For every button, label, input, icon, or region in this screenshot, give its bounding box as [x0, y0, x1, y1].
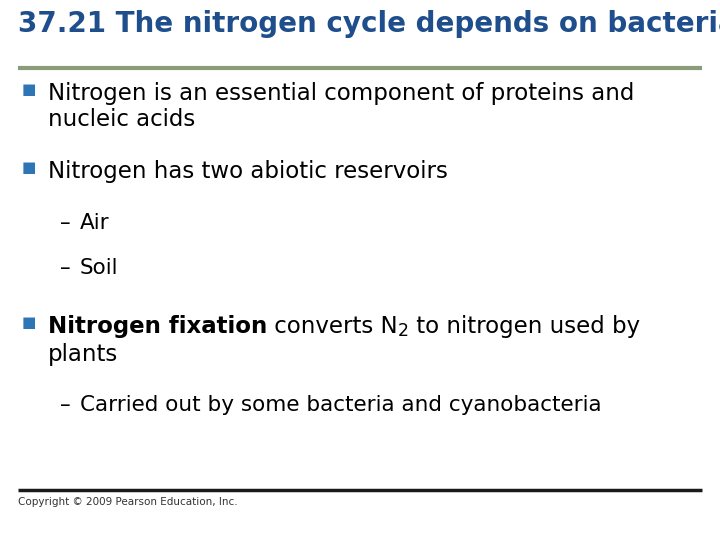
Text: to nitrogen used by: to nitrogen used by: [409, 315, 640, 338]
Text: Soil: Soil: [80, 258, 119, 278]
Text: Nitrogen is an essential component of proteins and: Nitrogen is an essential component of pr…: [48, 82, 634, 105]
Text: ■: ■: [22, 315, 37, 330]
Text: Copyright © 2009 Pearson Education, Inc.: Copyright © 2009 Pearson Education, Inc.: [18, 497, 238, 507]
Text: –: –: [60, 258, 71, 278]
Text: 2: 2: [398, 322, 409, 340]
Text: plants: plants: [48, 343, 118, 366]
Text: nucleic acids: nucleic acids: [48, 108, 195, 131]
Text: Carried out by some bacteria and cyanobacteria: Carried out by some bacteria and cyanoba…: [80, 395, 602, 415]
Text: Nitrogen has two abiotic reservoirs: Nitrogen has two abiotic reservoirs: [48, 160, 448, 183]
Text: –: –: [60, 213, 71, 233]
Text: Nitrogen fixation: Nitrogen fixation: [48, 315, 267, 338]
Text: ■: ■: [22, 82, 37, 97]
Text: ■: ■: [22, 160, 37, 175]
Text: –: –: [60, 395, 71, 415]
Text: 37.21 The nitrogen cycle depends on bacteria: 37.21 The nitrogen cycle depends on bact…: [18, 10, 720, 38]
Text: converts N: converts N: [267, 315, 398, 338]
Text: Air: Air: [80, 213, 109, 233]
